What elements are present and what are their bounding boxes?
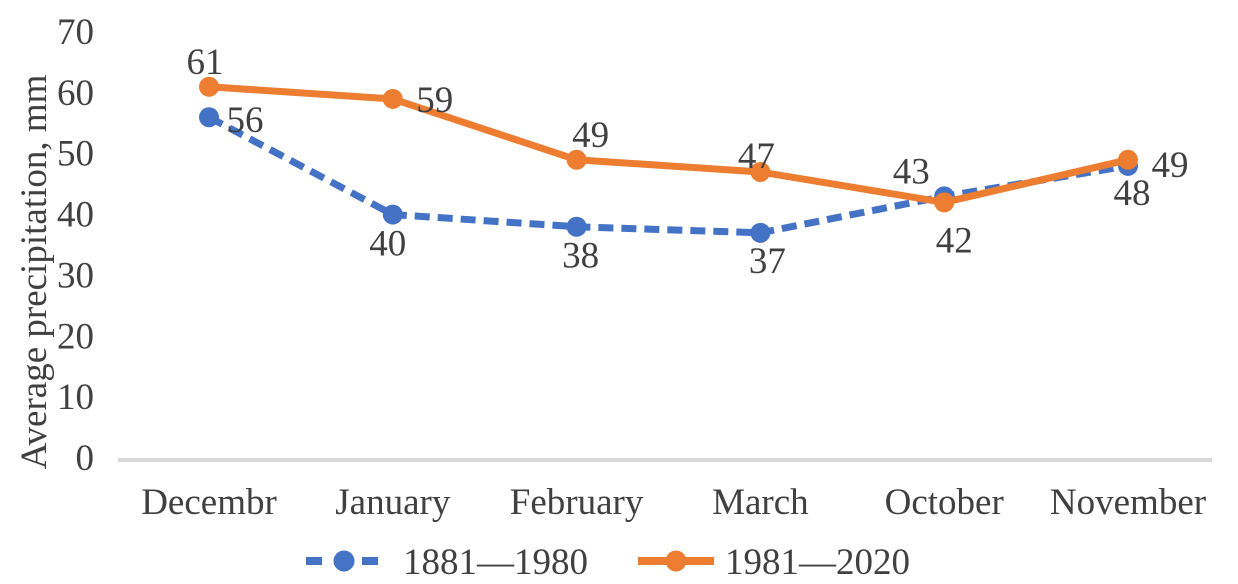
data-point-marker xyxy=(382,88,403,109)
y-axis-title: Average precipitation, mm xyxy=(14,74,55,469)
y-tick-label: 40 xyxy=(57,195,94,236)
x-category-label: February xyxy=(510,482,644,523)
data-point-label: 37 xyxy=(749,241,786,282)
data-point-label: 47 xyxy=(738,136,775,177)
data-point-label: 49 xyxy=(572,115,609,156)
y-tick-label: 50 xyxy=(57,134,94,175)
y-tick-label: 0 xyxy=(76,438,95,479)
series-lines xyxy=(199,76,1138,243)
data-point-label: 48 xyxy=(1114,173,1151,214)
data-point-label: 49 xyxy=(1152,145,1189,186)
y-tick-label: 20 xyxy=(57,316,94,357)
legend-item-1981-2020: 1981—2020 xyxy=(638,542,910,583)
x-axis-category-labels: Decembr January February March October Novemb… xyxy=(141,482,1206,523)
legend-item-1881-1980: 1881—1980 xyxy=(306,542,588,583)
data-point-marker xyxy=(566,216,587,237)
data-point-label: 59 xyxy=(416,80,453,121)
data-point-label: 61 xyxy=(187,42,224,83)
data-point-label: 42 xyxy=(936,220,973,261)
legend-marker-dot xyxy=(333,550,355,572)
data-point-label: 43 xyxy=(893,151,930,192)
x-category-label: October xyxy=(885,482,1004,523)
data-point-marker xyxy=(382,204,403,225)
y-tick-label: 60 xyxy=(57,73,94,114)
y-tick-label: 30 xyxy=(57,255,94,296)
legend-label: 1881—1980 xyxy=(403,542,588,583)
series-line-solid xyxy=(208,83,1129,206)
data-point-marker xyxy=(199,76,219,97)
x-category-label: Decembr xyxy=(141,482,277,523)
x-category-label: January xyxy=(335,482,451,523)
y-tick-label: 70 xyxy=(57,12,94,53)
y-tick-label: 10 xyxy=(57,377,94,418)
x-category-label: November xyxy=(1050,482,1206,523)
x-category-label: March xyxy=(712,482,809,523)
data-point-marker xyxy=(750,222,771,243)
data-point-marker xyxy=(1118,149,1138,170)
legend-label: 1981—2020 xyxy=(725,542,910,583)
legend: 1881—1980 1981—2020 xyxy=(306,542,910,583)
data-point-marker xyxy=(566,149,587,170)
y-axis-tick-labels: 0 10 20 30 40 50 60 70 xyxy=(57,12,94,479)
data-point-marker xyxy=(934,192,955,213)
data-point-labels: 56 40 38 37 43 48 61 59 49 47 42 49 xyxy=(187,42,1189,282)
data-point-marker xyxy=(199,107,219,128)
data-point-label: 38 xyxy=(562,236,599,277)
data-point-marker xyxy=(750,161,771,182)
series-line-dashed xyxy=(207,114,1129,237)
data-point-label: 40 xyxy=(369,224,406,265)
legend-marker-dot xyxy=(665,550,687,572)
data-point-label: 56 xyxy=(227,100,264,141)
